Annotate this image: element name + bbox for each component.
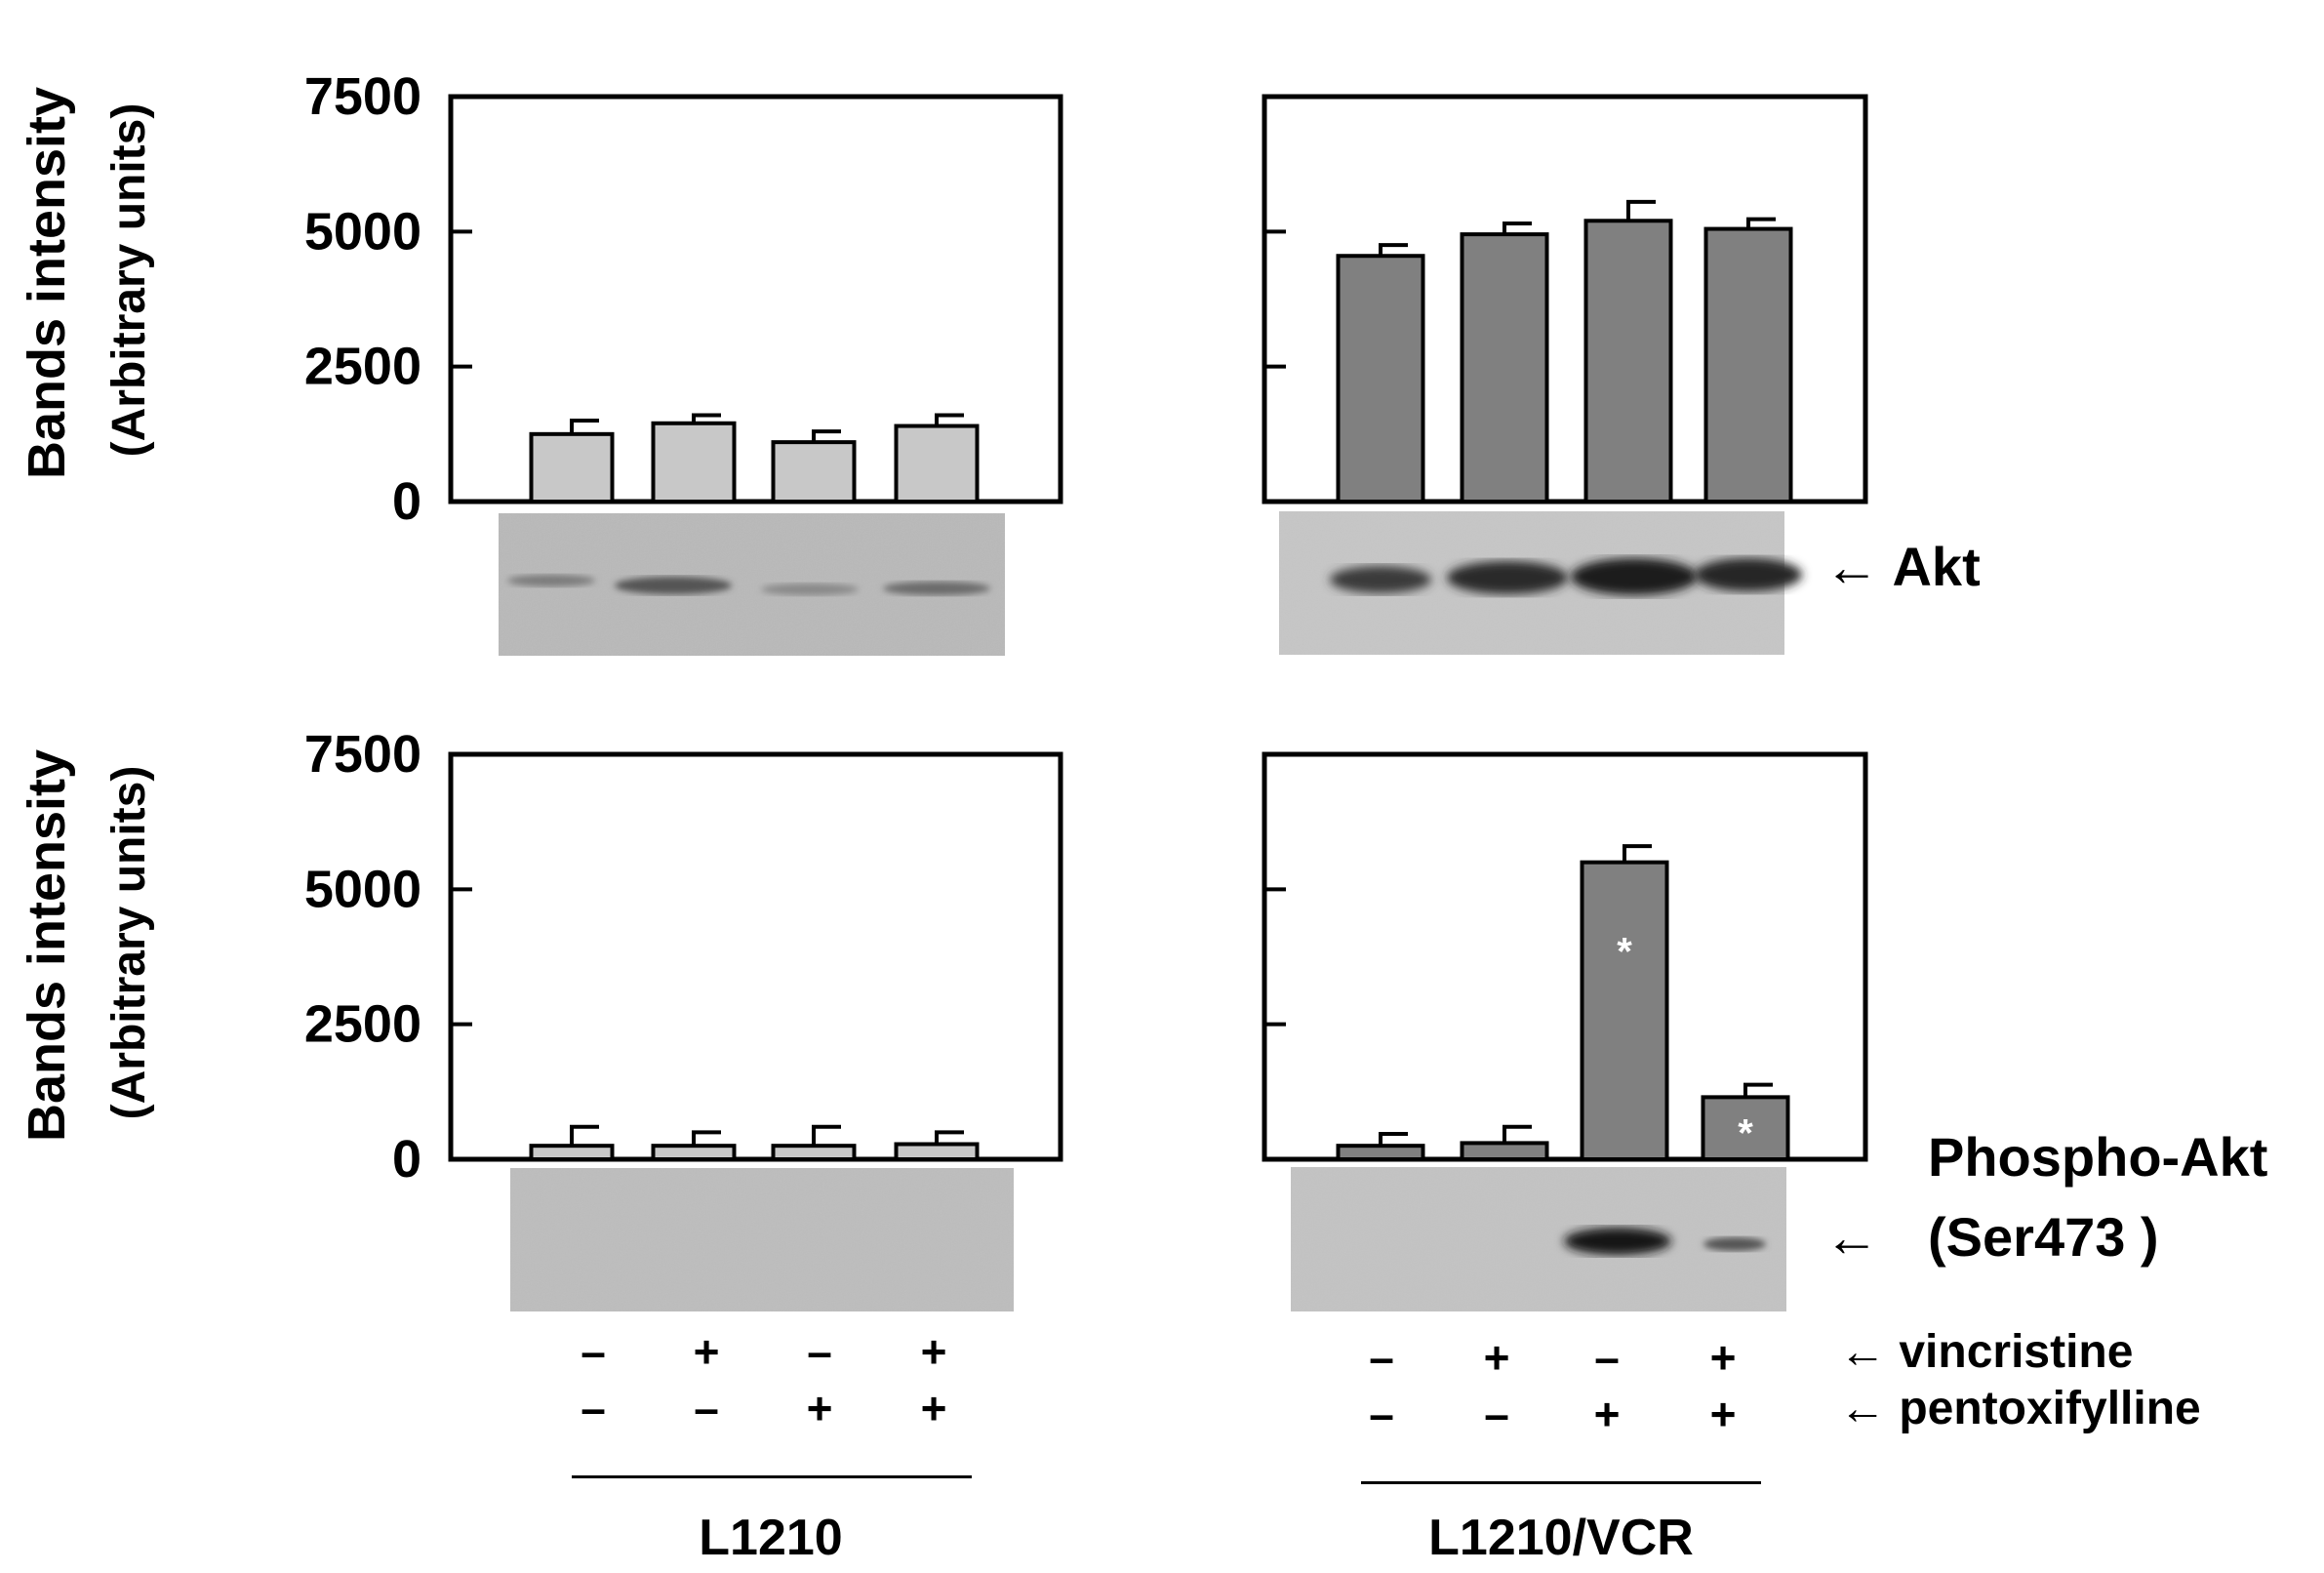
bar [1583, 219, 1673, 504]
vincristine-condition-mark: – [1594, 1332, 1620, 1383]
group-label-l1210-vcr: L1210/VCR [1428, 1510, 1694, 1566]
vincristine-condition-mark: – [807, 1326, 832, 1377]
blot-phospho-akt-l1210-vcr [1291, 1167, 1786, 1311]
pentoxifylline-condition-mark: + [1709, 1389, 1737, 1439]
pentoxifylline-condition-mark: + [1593, 1389, 1621, 1439]
y-axis-label-top: Bands intensity [18, 86, 76, 480]
akt-label: ← Akt [1824, 536, 1981, 597]
axes-frame [1262, 751, 1868, 1162]
bar [771, 440, 857, 504]
vincristine-condition-mark: + [920, 1326, 947, 1377]
vincristine-condition-mark: – [1369, 1332, 1394, 1383]
bar [894, 424, 980, 504]
bar [894, 1142, 980, 1162]
vincristine-condition-mark: + [1483, 1332, 1510, 1383]
vincristine-condition-mark: + [693, 1326, 720, 1377]
significance-asterisk: * [1617, 931, 1632, 974]
bar [529, 1144, 615, 1161]
phospho-akt-l1210-vcr-panel: ** [1262, 751, 1868, 1162]
y-tick-label: 0 [392, 1130, 421, 1189]
vincristine-condition-mark: + [1709, 1332, 1737, 1383]
y-tick-label: 2500 [304, 995, 421, 1054]
y-tick-label: 0 [392, 472, 421, 531]
y-axis-units-bottom: (Arbitrary units) [103, 765, 155, 1120]
akt-l1210-vcr-panel [1262, 94, 1868, 504]
y-tick-label: 7500 [304, 725, 421, 784]
blot-phospho-akt-l1210 [510, 1168, 1014, 1311]
bar [651, 1144, 737, 1161]
bar [1703, 226, 1793, 504]
y-tick-label: 5000 [304, 860, 421, 918]
phospho-akt-site-label: (Ser473 ) [1928, 1206, 2159, 1268]
y-axis-label-bottom: Bands intensity [18, 748, 76, 1143]
axes-frame [1262, 94, 1868, 504]
group-label-l1210: L1210 [699, 1510, 843, 1566]
vincristine-condition-mark: – [581, 1326, 606, 1377]
pentoxifylline-condition-mark: – [694, 1383, 719, 1433]
phospho-akt-arrow: ← [1824, 1206, 1879, 1268]
vincristine-label: ← vincristine [1839, 1326, 2134, 1378]
bar [529, 431, 615, 504]
pentoxifylline-condition-mark: + [920, 1383, 947, 1433]
bar [1701, 1095, 1790, 1162]
pentoxifylline-condition-mark: – [1484, 1389, 1509, 1439]
bar [771, 1144, 857, 1161]
phospho-akt-l1210-panel: 0 2500 5000 7500 [304, 725, 1063, 1189]
bar [1460, 232, 1549, 504]
blot-akt-l1210 [499, 513, 1005, 656]
y-tick-label: 7500 [304, 67, 421, 126]
blot-akt-l1210-vcr [1279, 511, 1802, 655]
pentoxifylline-condition-mark: – [581, 1383, 606, 1433]
akt-l1210-panel: 0 2500 5000 7500 [304, 67, 1063, 531]
pentoxifylline-label: ← pentoxifylline [1839, 1383, 2201, 1434]
y-tick-label: 5000 [304, 202, 421, 261]
y-tick-label: 2500 [304, 338, 421, 396]
axes-frame [448, 751, 1063, 1162]
group-line-l1210 [572, 1475, 972, 1478]
pentoxifylline-condition-mark: + [806, 1383, 833, 1433]
bar [1580, 860, 1669, 1162]
axes-frame [448, 94, 1063, 504]
bar [651, 421, 737, 504]
bar [1336, 1144, 1425, 1161]
significance-asterisk: * [1738, 1111, 1753, 1154]
y-axis-units-top: (Arbitrary units) [103, 102, 155, 458]
group-line-l1210-vcr [1361, 1481, 1761, 1484]
bar [1460, 1141, 1549, 1162]
pentoxifylline-condition-mark: – [1369, 1389, 1394, 1439]
phospho-akt-label: Phospho-Akt [1928, 1126, 2268, 1188]
bar [1336, 254, 1425, 504]
